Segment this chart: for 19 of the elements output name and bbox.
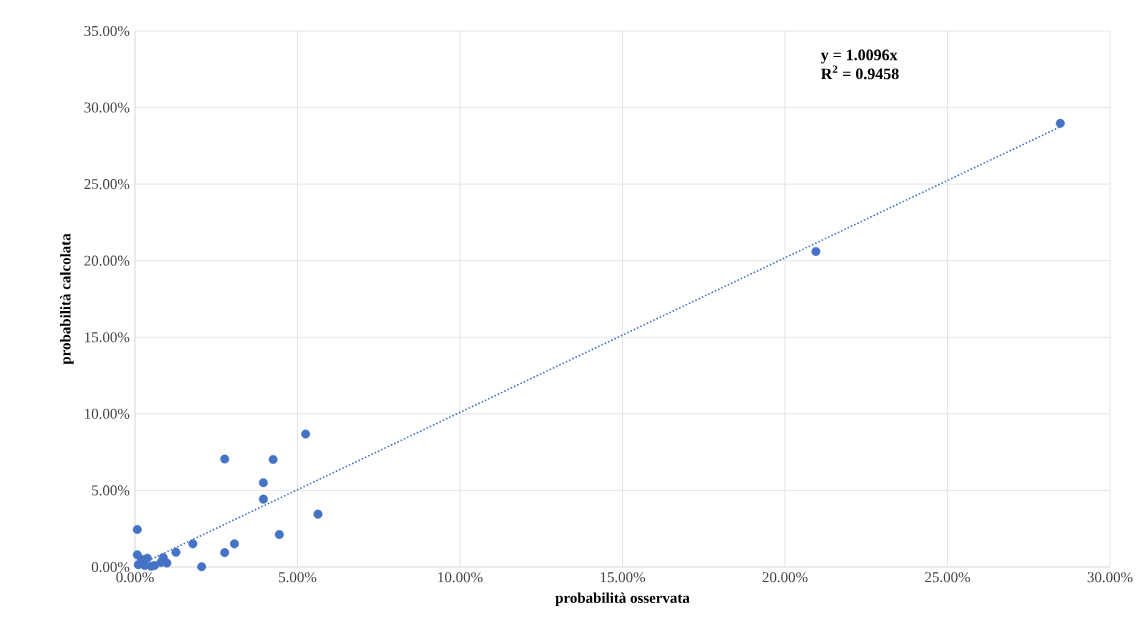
x-tick-label: 20.00% bbox=[762, 572, 808, 583]
annotation: y = 1.0096x bbox=[820, 49, 898, 64]
y-tick-label: 10.00% bbox=[85, 408, 130, 419]
x-tick-label: 5.00% bbox=[279, 572, 317, 583]
y-axis-title: probabilità calcolata bbox=[60, 233, 74, 365]
y-tick-label: 5.00% bbox=[92, 485, 130, 496]
x-axis-title: probabilità osservata bbox=[555, 592, 690, 607]
y-tick-label: 20.00% bbox=[84, 255, 130, 266]
y-tick-label: 35.00% bbox=[84, 25, 130, 37]
x-tick-label: 10.00% bbox=[438, 572, 483, 583]
y-tick-label: 25.00% bbox=[84, 179, 130, 190]
y-tick-label: 15.00% bbox=[85, 332, 130, 343]
x-tick-label: 0.00% bbox=[116, 572, 154, 583]
y-tick-label: 30.00% bbox=[84, 102, 130, 113]
y-tick-label: 0.00% bbox=[91, 561, 130, 573]
x-tick-label: 30.00% bbox=[1087, 572, 1133, 583]
x-tick-label: 15.00% bbox=[600, 572, 646, 583]
x-tick-label: 25.00% bbox=[925, 572, 971, 583]
annotation: R$^{2}$ = 0.9458 bbox=[821, 65, 899, 80]
